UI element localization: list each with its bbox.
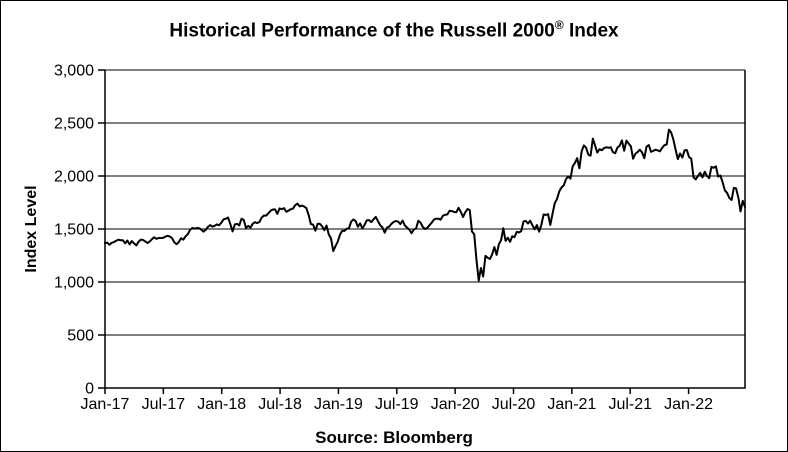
y-axis-ticks [98, 69, 105, 389]
y-axis-labels: 0 500 1,000 1,500 2,000 2,500 3,000 [54, 63, 94, 398]
x-axis-ticks [104, 388, 690, 394]
y-tick-label: 500 [67, 328, 94, 345]
gridlines [105, 69, 745, 336]
x-tick-label: Jan-18 [197, 396, 246, 413]
y-tick-label: 3,000 [54, 63, 94, 80]
x-tick-label: Jan-20 [431, 396, 480, 413]
y-tick-label: 2,000 [54, 169, 94, 186]
x-tick-label: Jan-22 [664, 396, 713, 413]
x-tick-label: Jul-17 [142, 396, 186, 413]
russell-2000-line [104, 128, 746, 282]
source-label: Source: Bloomberg [315, 428, 473, 447]
chart-title: Historical Performance of the Russell 20… [1, 18, 787, 42]
x-tick-label: Jan-19 [314, 396, 363, 413]
x-tick-label: Jul-18 [258, 396, 302, 413]
y-tick-label: 0 [85, 381, 94, 398]
x-tick-label: Jul-19 [375, 396, 419, 413]
registered-trademark-symbol: ® [554, 18, 564, 32]
x-tick-label: Jan-17 [81, 396, 130, 413]
x-axis-labels: Jan-17 Jul-17 Jan-18 Jul-18 Jan-19 Jul-19 Jan-… [81, 396, 714, 413]
chart-title-text: Historical Performance of the Russell 20… [169, 20, 555, 42]
x-tick-label: Jan-21 [547, 396, 596, 413]
x-tick-label: Jul-20 [492, 396, 536, 413]
x-tick-label: Jul-21 [608, 396, 652, 413]
y-tick-label: 2,500 [54, 116, 94, 133]
y-tick-label: 1,500 [54, 222, 94, 239]
y-tick-label: 1,000 [54, 275, 94, 292]
chart-title-suffix: Index [563, 20, 619, 42]
